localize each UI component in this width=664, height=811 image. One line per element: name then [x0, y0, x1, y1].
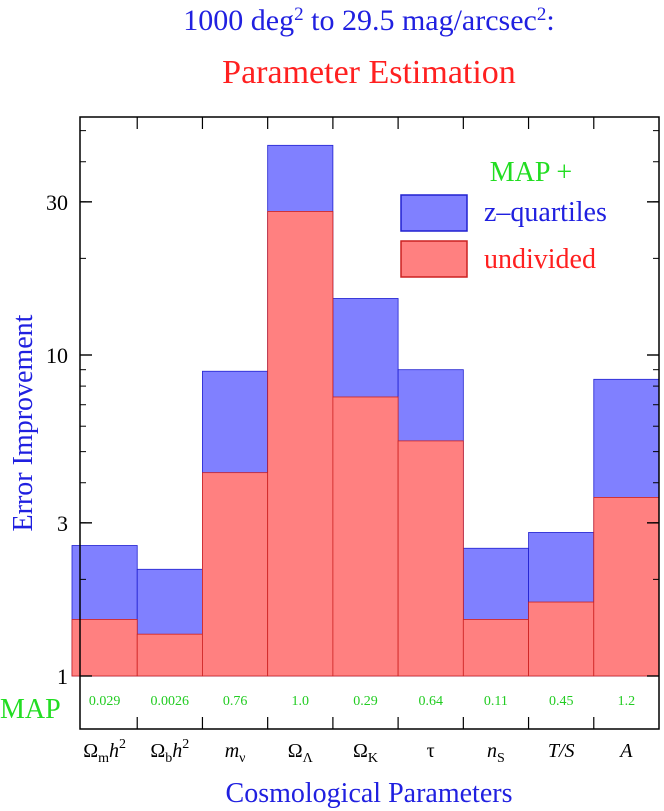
map-value: 0.29: [353, 694, 378, 709]
legend: MAP + z–quartiles undivided: [400, 157, 607, 278]
category-label: ΩΛ: [288, 740, 314, 766]
chart-title-line2: Parameter Estimation: [222, 54, 516, 91]
bars-layer: [71, 144, 660, 677]
bar-undivided-0: [71, 619, 138, 677]
y-tick-label: 30: [46, 190, 68, 215]
map-row-label: MAP: [0, 694, 61, 725]
category-label: A: [618, 740, 633, 762]
legend-swatch-undivided: [400, 240, 468, 278]
legend-label-z-quartiles: z–quartiles: [484, 197, 607, 228]
bar-undivided-1: [136, 633, 203, 677]
bar-undivided-4: [332, 396, 399, 677]
category-label: Ωmh2: [83, 737, 126, 766]
legend-swatch-z-quartiles: [400, 194, 468, 232]
map-value: 0.64: [418, 694, 443, 709]
map-value: 0.45: [549, 694, 574, 709]
bar-undivided-7: [528, 601, 595, 677]
bar-undivided-8: [593, 497, 660, 677]
category-label: nS: [487, 740, 505, 766]
y-tick-label: 1: [57, 664, 68, 689]
map-value: 1.0: [292, 694, 310, 709]
y-axis-label: Error Improvement: [8, 314, 39, 531]
category-label: ΩK: [353, 740, 378, 766]
category-label: τ: [427, 740, 435, 762]
map-value: 0.029: [89, 694, 121, 709]
category-label: mν: [225, 740, 246, 766]
map-value: 1.2: [618, 694, 636, 709]
bar-undivided-5: [397, 440, 464, 677]
map-value: 0.0026: [151, 694, 190, 709]
category-label: Ωbh2: [150, 737, 189, 766]
map-value: 0.76: [223, 694, 248, 709]
legend-label-undivided: undivided: [484, 244, 596, 275]
x-axis-label: Cosmological Parameters: [226, 778, 513, 809]
bar-undivided-2: [202, 472, 269, 677]
bar-undivided-3: [267, 211, 334, 677]
legend-title: MAP +: [490, 157, 572, 188]
y-tick-label: 3: [57, 511, 68, 536]
category-label: T/S: [548, 740, 575, 762]
y-tick-label: 10: [46, 343, 68, 368]
bar-undivided-6: [462, 619, 529, 677]
category-labels-layer: Ωmh2 Ωbh2 mν ΩΛ ΩK τ nS T/S A: [83, 737, 633, 766]
chart-title-line1: 1000 deg2 to 29.5 mag/arcsec2:: [183, 4, 554, 37]
map-values-layer: 0.029 0.0026 0.76 1.0 0.29 0.64 0.11 0.45 1.2: [89, 694, 635, 709]
plot-frame: [79, 116, 660, 730]
map-value: 0.11: [484, 694, 508, 709]
ticks-layer: 1 3 10 30: [46, 117, 659, 729]
